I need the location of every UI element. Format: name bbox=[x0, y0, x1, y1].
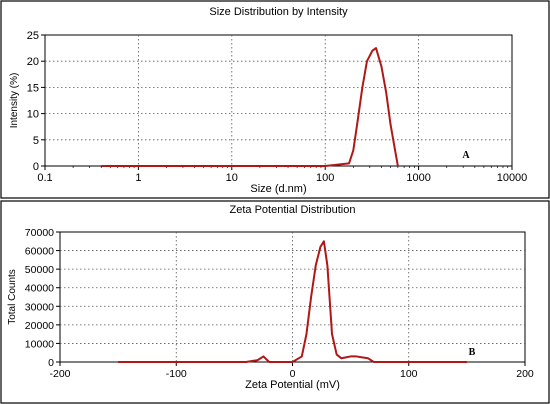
y-tick-label: 20 bbox=[27, 56, 39, 68]
panel-b-frame bbox=[0, 200, 550, 404]
x-tick-label: 10000 bbox=[497, 172, 528, 184]
panel-annotation: A bbox=[462, 150, 470, 161]
x-tick-label: 200 bbox=[516, 368, 534, 380]
x-tick-label: 1 bbox=[135, 172, 141, 184]
y-tick-label: 0 bbox=[33, 161, 39, 173]
y-tick-label: 50000 bbox=[25, 264, 54, 276]
y-tick-label: 10 bbox=[27, 109, 39, 121]
x-tick-label: 10 bbox=[226, 172, 238, 184]
x-tick-label: 100 bbox=[316, 172, 334, 184]
x-axis-label: Zeta Potential (mV) bbox=[245, 379, 340, 391]
chart-title: Size Distribution by Intensity bbox=[209, 6, 348, 18]
y-tick-label: 30000 bbox=[25, 301, 54, 313]
x-tick-label: -200 bbox=[49, 368, 70, 380]
y-tick-label: 70000 bbox=[25, 227, 54, 239]
y-axis-label: Intensity (%) bbox=[9, 73, 20, 129]
series-line bbox=[118, 240, 467, 363]
chart-title: Zeta Potential Distribution bbox=[230, 204, 356, 216]
y-tick-label: 25 bbox=[27, 30, 39, 42]
x-tick-label: 0 bbox=[290, 368, 296, 380]
y-tick-label: 20000 bbox=[25, 320, 54, 332]
y-tick-label: 60000 bbox=[25, 246, 54, 258]
x-axis-label: Size (d.nm) bbox=[250, 183, 306, 195]
panel-a-frame bbox=[0, 0, 550, 199]
x-tick-label: 0.1 bbox=[37, 172, 52, 184]
x-tick-label: -100 bbox=[166, 368, 187, 380]
series-line bbox=[101, 47, 399, 167]
y-axis-label: Total Counts bbox=[7, 269, 18, 325]
plot-area bbox=[44, 34, 513, 167]
y-tick-label: 15 bbox=[27, 82, 39, 94]
y-tick-label: 5 bbox=[33, 135, 39, 147]
y-tick-label: 10000 bbox=[25, 338, 54, 350]
y-tick-label: 40000 bbox=[25, 283, 54, 295]
x-tick-label: 1000 bbox=[406, 172, 430, 184]
x-tick-label: 100 bbox=[400, 368, 418, 380]
y-tick-label: 0 bbox=[48, 357, 54, 369]
panel-annotation: B bbox=[469, 347, 476, 358]
